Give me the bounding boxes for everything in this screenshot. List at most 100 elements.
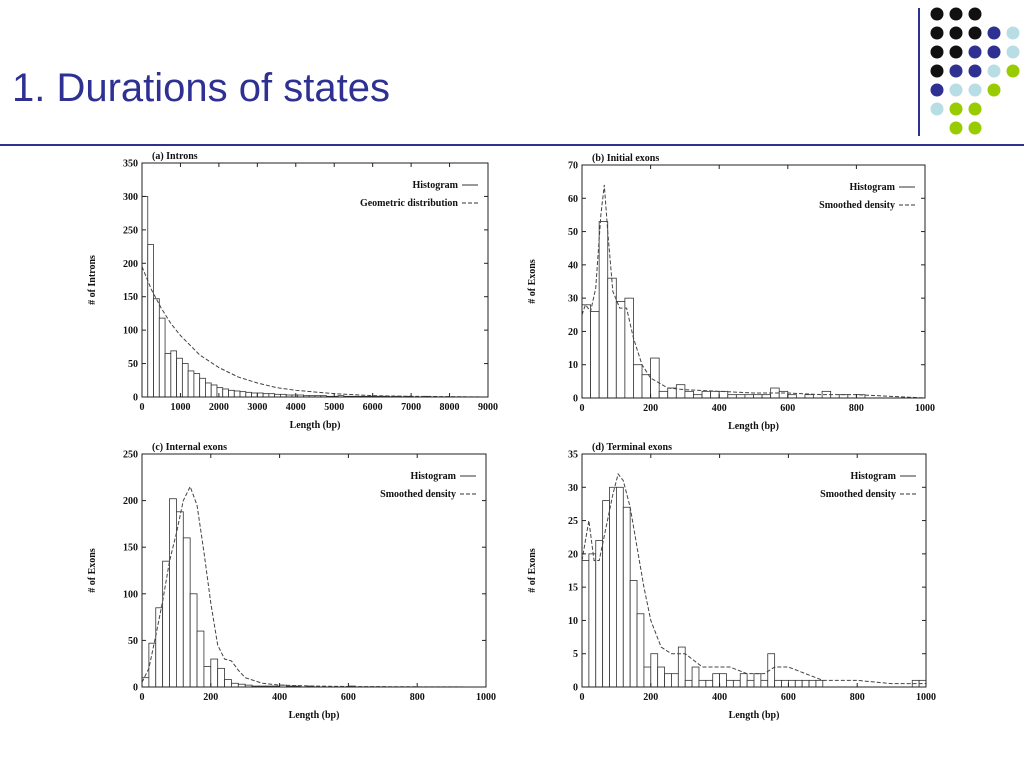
density-curve: [581, 472, 926, 685]
histogram-bar: [719, 673, 727, 688]
y-tick-label: 20: [568, 549, 578, 560]
x-tick-label: 400: [712, 403, 727, 414]
histogram-bar: [788, 679, 796, 688]
histogram-bar: [636, 613, 645, 688]
histogram-bar: [739, 673, 748, 688]
histogram-bar: [781, 679, 789, 688]
x-tick-label: 800: [410, 692, 425, 703]
y-tick-label: 150: [123, 292, 138, 303]
y-tick-label: 25: [568, 516, 578, 527]
x-tick-label: 6000: [363, 402, 383, 413]
histogram-bar: [691, 666, 700, 688]
y-tick-label: 200: [123, 496, 138, 507]
histogram-bar: [808, 679, 817, 688]
x-tick-label: 5000: [324, 402, 344, 413]
histogram-bar: [650, 653, 659, 688]
y-tick-label: 10: [568, 616, 578, 627]
y-axis-label: # of Exons: [87, 548, 98, 593]
y-tick-label: 300: [123, 192, 138, 203]
histogram-bar: [746, 679, 755, 688]
y-tick-label: 5: [573, 649, 578, 660]
histogram-bar: [629, 580, 638, 688]
plot-frame: [141, 453, 487, 688]
histogram-bar: [794, 679, 803, 688]
x-tick-label: 3000: [247, 402, 267, 413]
x-tick-label: 0: [580, 403, 585, 414]
x-tick-label: 4000: [286, 402, 306, 413]
plot-frame: [141, 162, 489, 398]
y-tick-label: 350: [123, 159, 138, 170]
histogram-bar: [753, 673, 762, 688]
y-tick-label: 200: [123, 259, 138, 270]
y-tick-label: 35: [568, 450, 578, 461]
plot-frame: [581, 164, 926, 399]
x-tick-label: 1000: [916, 692, 936, 703]
chart-title: (a) Introns: [152, 151, 198, 162]
chart-title: (b) Initial exons: [592, 153, 659, 164]
histogram-bar: [760, 679, 769, 688]
y-tick-label: 50: [128, 636, 138, 647]
density-curve: [581, 184, 926, 399]
chart-title: (c) Internal exons: [152, 442, 227, 453]
histogram-bar: [726, 679, 734, 688]
histogram-bar: [712, 673, 720, 688]
x-tick-label: 1000: [476, 692, 496, 703]
histogram-bar: [684, 679, 693, 688]
histogram-bar: [581, 560, 590, 688]
histogram-bars: [581, 486, 927, 688]
x-tick-label: 800: [850, 692, 865, 703]
y-axis-label: # of Exons: [527, 259, 538, 304]
x-tick-label: 400: [712, 692, 727, 703]
y-axis-label: # of Introns: [87, 255, 98, 305]
histogram-bar: [595, 540, 604, 688]
y-axis-label: # of Exons: [527, 548, 538, 593]
y-tick-label: 0: [573, 394, 578, 405]
histogram-bar: [671, 673, 679, 688]
histogram-bar: [657, 666, 665, 688]
y-tick-label: 250: [123, 450, 138, 461]
histogram-bar: [801, 679, 810, 688]
x-tick-label: 8000: [440, 402, 460, 413]
x-tick-label: 0: [580, 692, 585, 703]
histogram-bar: [616, 486, 624, 688]
y-tick-label: 100: [123, 326, 138, 337]
y-tick-label: 40: [568, 260, 578, 271]
histogram-bar: [774, 679, 782, 688]
histogram-bar: [622, 506, 631, 688]
density-curve: [141, 266, 489, 398]
histogram-bar: [815, 679, 824, 688]
y-tick-label: 15: [568, 583, 578, 594]
histogram-bar: [732, 679, 741, 688]
legend-entry: Smoothed density: [380, 489, 456, 500]
x-tick-label: 800: [849, 403, 864, 414]
x-tick-label: 400: [272, 692, 287, 703]
histogram-bar: [602, 500, 610, 688]
chart-title: (d) Terminal exons: [592, 442, 672, 453]
histogram-bar: [609, 486, 617, 688]
histogram-bar: [588, 553, 597, 688]
histogram-bar: [643, 666, 652, 688]
y-tick-label: 20: [568, 327, 578, 338]
histogram-bar: [664, 673, 672, 688]
legend-entry: Geometric distribution: [360, 198, 458, 209]
density-curve: [141, 485, 487, 688]
x-axis-label: Length (bp): [289, 710, 340, 721]
y-tick-label: 50: [128, 359, 138, 370]
x-axis-label: Length (bp): [290, 420, 341, 431]
x-tick-label: 200: [203, 692, 218, 703]
legend-entry: Smoothed density: [820, 489, 896, 500]
y-tick-label: 100: [123, 589, 138, 600]
y-tick-label: 30: [568, 483, 578, 494]
histogram-bar: [705, 679, 714, 688]
y-tick-label: 0: [573, 683, 578, 694]
histogram-bar: [698, 679, 707, 688]
y-tick-label: 0: [133, 683, 138, 694]
x-tick-label: 1000: [915, 403, 935, 414]
y-tick-label: 10: [568, 360, 578, 371]
y-tick-label: 60: [568, 194, 578, 205]
slide-title: 1. Durations of states: [12, 66, 390, 110]
histogram-bar: [677, 646, 686, 688]
x-tick-label: 9000: [478, 402, 498, 413]
y-tick-label: 70: [568, 161, 578, 172]
